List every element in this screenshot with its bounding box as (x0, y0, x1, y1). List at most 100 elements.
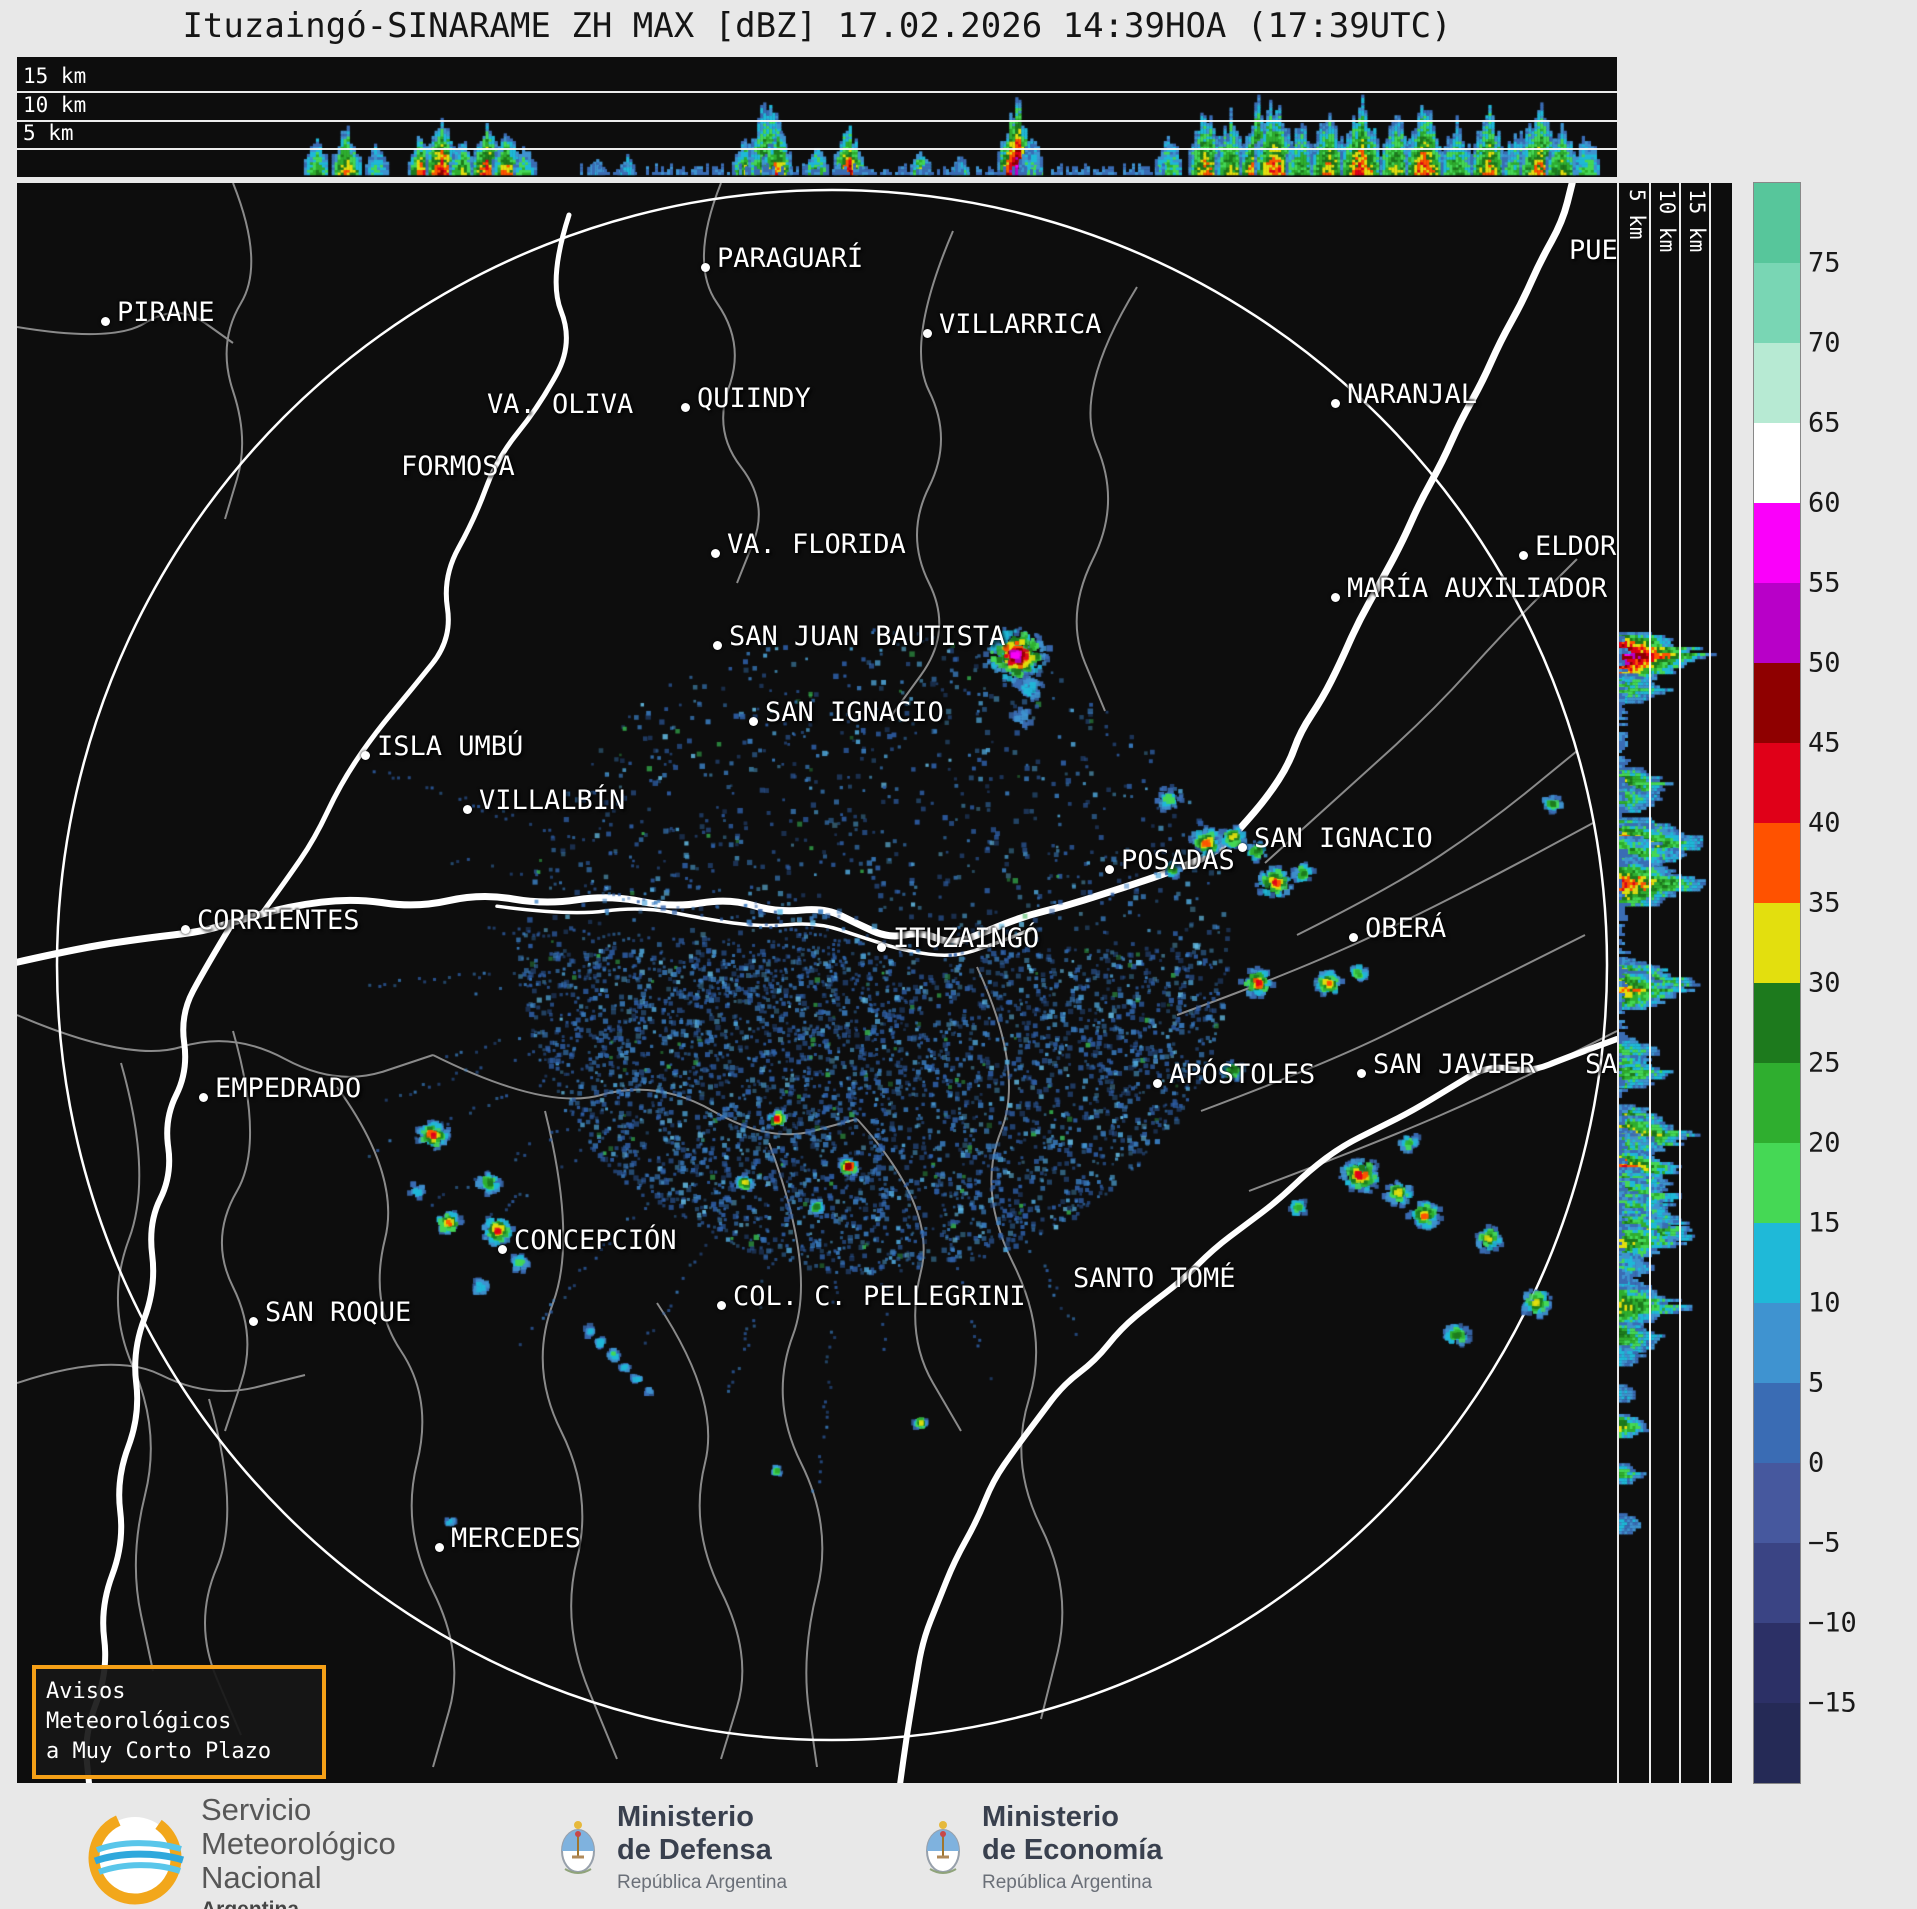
height-label-15km: 15 km (23, 64, 87, 88)
city-label: SANTO TOMÉ (1073, 1263, 1236, 1294)
colorbar-tick-label: −5 (1808, 1527, 1841, 1559)
height-label-5km-v: 5 km (1625, 189, 1649, 240)
city-label: CONCEPCIÓN (514, 1225, 677, 1256)
vertical-profile-right: 5 km 10 km 15 km (1619, 183, 1732, 1783)
city-dot (498, 1245, 507, 1254)
economia-sub: República Argentina (982, 1872, 1153, 1893)
colorbar-tick-label: −10 (1808, 1607, 1857, 1639)
city-label: VA. OLIVA (487, 389, 634, 420)
height-gridline-5km (17, 148, 1617, 150)
city-label: MERCEDES (451, 1523, 582, 1554)
city-dot (923, 329, 932, 338)
colorbar-tick-label: −15 (1808, 1687, 1857, 1719)
colorbar-band (1754, 1143, 1800, 1223)
colorbar (1753, 182, 1801, 1784)
colorbar-tick-label: 65 (1808, 407, 1841, 439)
footer: Servicio Meteorológico Nacional Argentin… (0, 1785, 1917, 1909)
city-dot (1105, 865, 1114, 874)
city-label: VILLARRICA (939, 309, 1102, 340)
city-label: QUIINDY (697, 383, 811, 414)
city-label: VA. FLORIDA (727, 529, 906, 560)
city-label: SAN ROQUE (265, 1297, 412, 1328)
city-label: EMPEDRADO (215, 1073, 362, 1104)
colorbar-band (1754, 1063, 1800, 1143)
city-label: POSADAS (1121, 845, 1235, 876)
smn-name-line3: Nacional (201, 1860, 322, 1895)
city-dot (199, 1093, 208, 1102)
city-dot (1519, 551, 1528, 560)
city-label: PIRANE (117, 297, 215, 328)
height-label-10km: 10 km (23, 93, 87, 117)
city-dot (681, 403, 690, 412)
city-label: ITUZAINGÓ (893, 923, 1040, 954)
right-profile-echoes (1619, 183, 1732, 1783)
city-dot (701, 263, 710, 272)
city-label: FORMOSA (401, 451, 515, 482)
colorbar-tick-label: 25 (1808, 1047, 1841, 1079)
city-label: VILLALBÍN (479, 785, 626, 816)
colorbar-tick-label: 15 (1808, 1207, 1841, 1239)
city-label: SAN JUAN BAUTISTA (729, 621, 1006, 652)
city-dot (1238, 843, 1247, 852)
colorbar-band (1754, 983, 1800, 1063)
defensa-line1: Ministerio (617, 1801, 754, 1833)
colorbar-tick-label: 30 (1808, 967, 1841, 999)
height-gridline-10km-v (1679, 183, 1681, 1783)
colorbar-band (1754, 183, 1800, 263)
city-label: ISLA UMBÚ (377, 731, 524, 762)
vertical-profile-top: 15 km 10 km 5 km (17, 57, 1617, 177)
colorbar-tick-label: 40 (1808, 807, 1841, 839)
city-label: COL. C. PELLEGRINI (733, 1281, 1026, 1312)
height-gridline-15km (17, 91, 1617, 93)
colorbar-tick-label: 50 (1808, 647, 1841, 679)
smn-logo-block: Servicio Meteorológico Nacional Argentin… (85, 1793, 396, 1909)
economia-line1: Ministerio (982, 1801, 1119, 1833)
warning-line-2: a Muy Corto Plazo (46, 1739, 272, 1764)
city-dot (1357, 1069, 1366, 1078)
height-gridline-10km (17, 120, 1617, 122)
colorbar-band (1754, 1303, 1800, 1383)
city-dot (711, 549, 720, 558)
colorbar-band (1754, 1223, 1800, 1303)
colorbar-tick-label: 5 (1808, 1367, 1825, 1399)
colorbar-band (1754, 1383, 1800, 1463)
smn-logo-icon (88, 1811, 185, 1904)
colorbar-band (1754, 343, 1800, 423)
colorbar-band (1754, 823, 1800, 903)
city-label: ELDOR (1535, 531, 1617, 562)
ministry-economia-block: Ministerio de Economía República Argenti… (920, 1801, 1163, 1894)
colorbar-tick-label: 45 (1808, 727, 1841, 759)
smn-name-line2: Meteorológico (201, 1826, 396, 1861)
smn-name-line1: Servicio (201, 1792, 312, 1827)
city-dot (717, 1301, 726, 1310)
colorbar-tick-label: 10 (1808, 1287, 1841, 1319)
colorbar-band (1754, 423, 1800, 503)
economia-line2: de Economía (982, 1834, 1163, 1866)
colorbar-band (1754, 1703, 1800, 1783)
height-label-10km-v: 10 km (1655, 189, 1679, 253)
city-dot (249, 1317, 258, 1326)
colorbar-tick-label: 20 (1808, 1127, 1841, 1159)
radar-echoes (17, 183, 1617, 1783)
colorbar-tick-label: 35 (1808, 887, 1841, 919)
city-dot (1153, 1079, 1162, 1088)
height-gridline-5km-v (1649, 183, 1651, 1783)
height-gridline-15km-v (1709, 183, 1711, 1783)
colorbar-band (1754, 663, 1800, 743)
city-label: APÓSTOLES (1169, 1059, 1316, 1090)
city-dot (361, 751, 370, 760)
city-dot (101, 317, 110, 326)
warning-box: Avisos Meteorológicos a Muy Corto Plazo (32, 1665, 326, 1779)
height-label-15km-v: 15 km (1685, 189, 1709, 253)
colorbar-tick-label: 70 (1808, 327, 1841, 359)
warning-line-1: Avisos Meteorológicos (46, 1679, 232, 1734)
colorbar-band (1754, 1623, 1800, 1703)
city-label: SA (1585, 1049, 1617, 1080)
defensa-sub: República Argentina (617, 1872, 788, 1893)
city-dot (435, 1543, 444, 1552)
city-dot (1331, 399, 1340, 408)
colorbar-tick-label: 55 (1808, 567, 1841, 599)
city-label: SAN JAVIER (1373, 1049, 1536, 1080)
colorbar-tick-label: 0 (1808, 1447, 1825, 1479)
colorbar-band (1754, 1543, 1800, 1623)
